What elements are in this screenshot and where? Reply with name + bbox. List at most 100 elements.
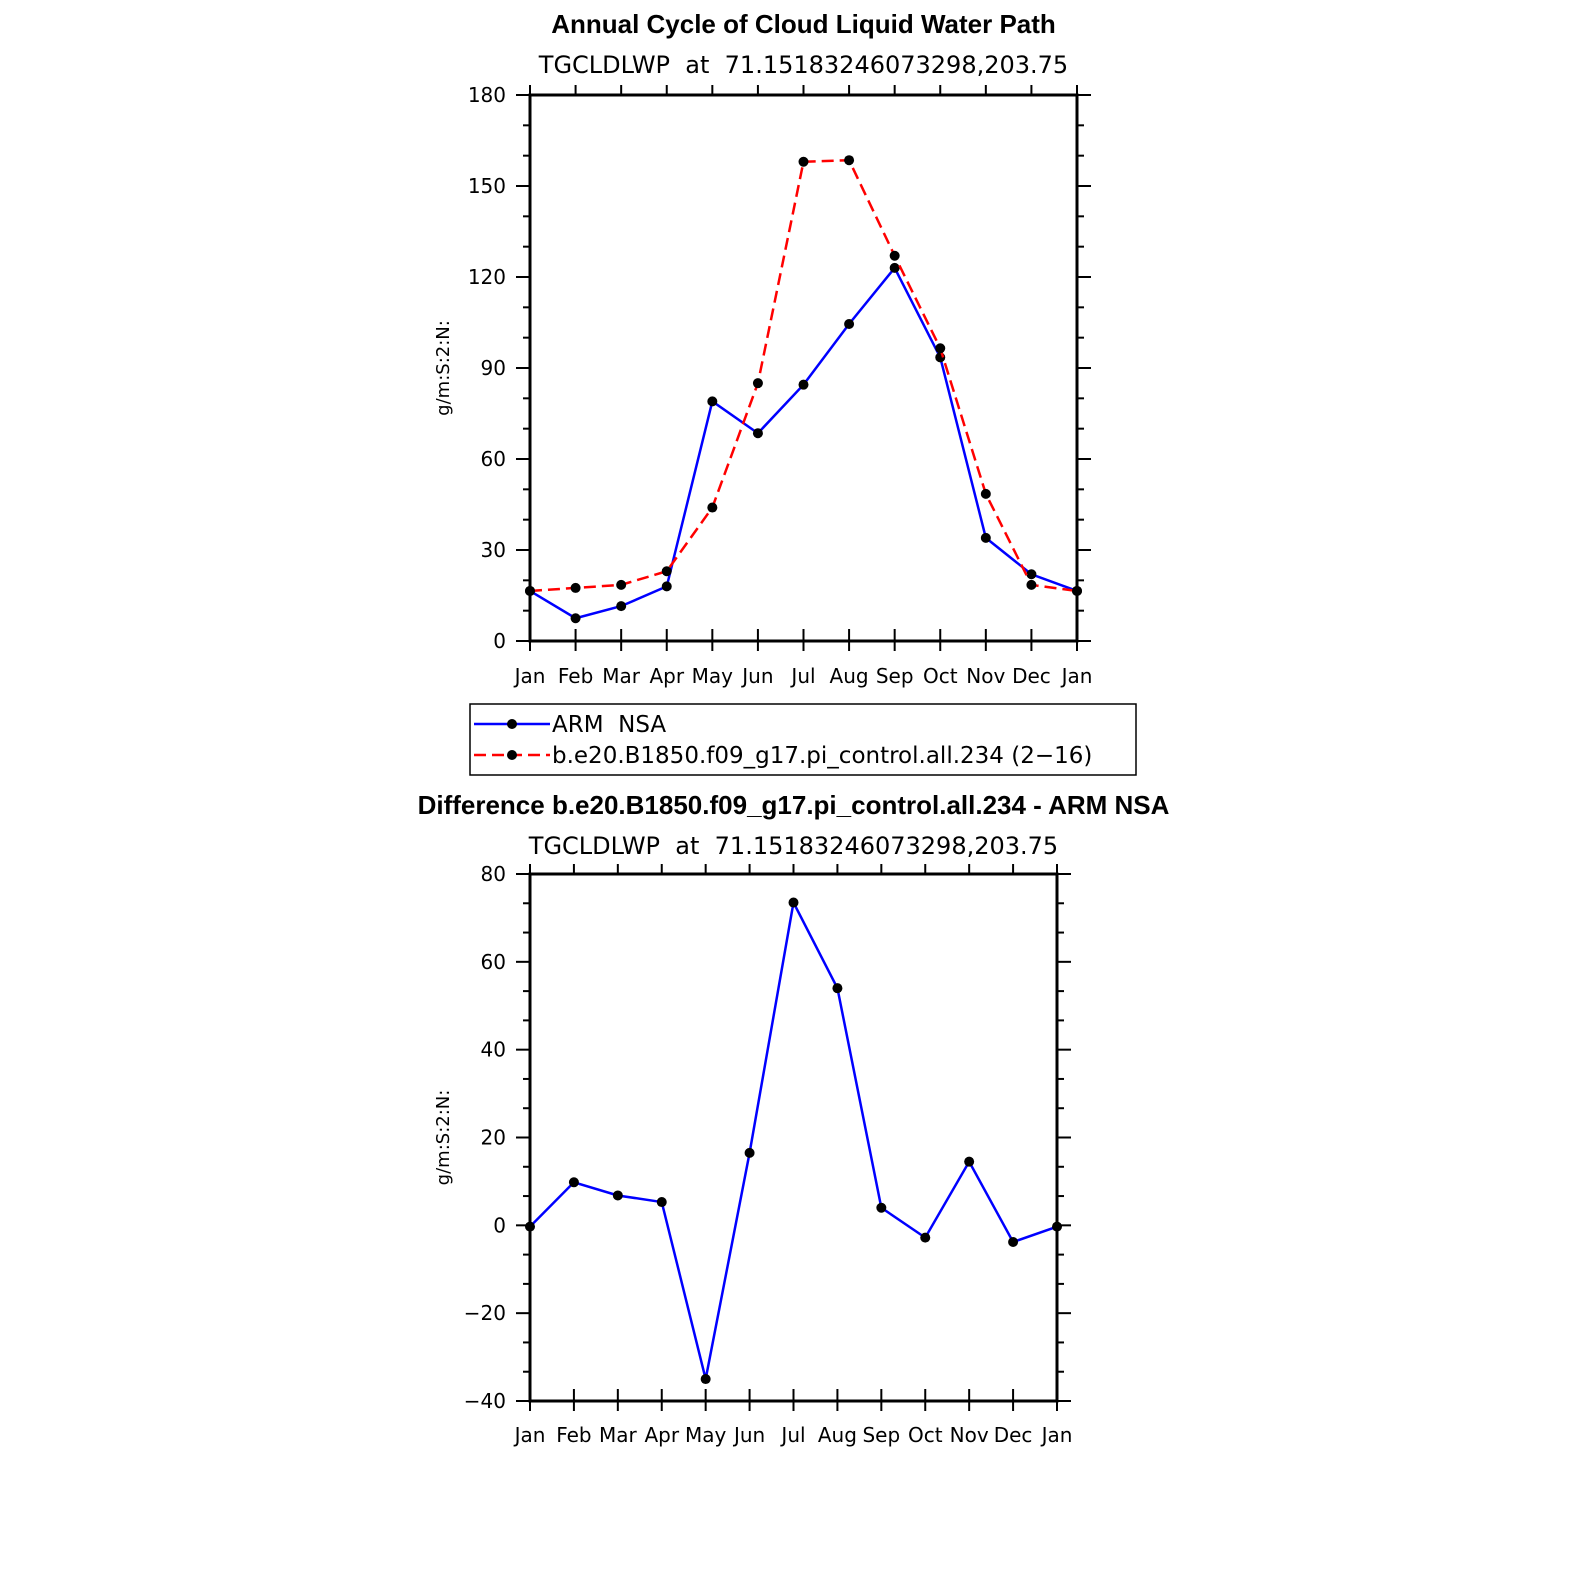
x-tick-label: Dec <box>994 1423 1033 1447</box>
x-tick-label: Sep <box>862 1423 900 1447</box>
x-tick-label: Jul <box>779 1423 805 1447</box>
data-point <box>616 601 627 612</box>
x-tick-label: Nov <box>966 664 1005 688</box>
data-point <box>832 983 843 994</box>
data-point <box>525 1221 535 1232</box>
data-point <box>1052 1221 1062 1232</box>
chart-title: Annual Cycle of Cloud Liquid Water Path <box>551 9 1056 39</box>
data-point <box>570 582 581 593</box>
legend: ARM NSA b.e20.B1850.f09_g17.pi_control.al… <box>469 703 1137 776</box>
y-tick-label: 90 <box>481 356 506 380</box>
x-tick-label: Oct <box>908 1423 943 1447</box>
y-tick-label: −40 <box>464 1389 506 1413</box>
y-axis-label: g/m:S:2:N: <box>433 320 454 416</box>
x-tick-label: Jan <box>513 1423 546 1447</box>
y-tick-label: 0 <box>493 1213 506 1237</box>
y-tick-label: 20 <box>481 1126 506 1150</box>
data-point <box>1026 579 1037 590</box>
x-tick-label: Jan <box>1040 1423 1073 1447</box>
data-point <box>844 319 855 330</box>
data-point <box>616 579 627 590</box>
x-tick-label: Mar <box>602 664 641 688</box>
legend-marker <box>507 719 517 729</box>
x-tick-label: Feb <box>556 1423 591 1447</box>
x-tick-label: Aug <box>830 664 869 688</box>
y-tick-label: 0 <box>493 629 506 653</box>
chart-2: Difference b.e20.B1850.f09_g17.pi_contro… <box>418 790 1170 1447</box>
x-tick-label: Sep <box>876 664 914 688</box>
x-tick-label: Jul <box>789 664 815 688</box>
data-point <box>707 396 718 407</box>
x-tick-label: Mar <box>599 1423 638 1447</box>
x-tick-label: Aug <box>818 1423 857 1447</box>
data-point <box>935 343 946 354</box>
chart-1: Annual Cycle of Cloud Liquid Water Path T… <box>433 9 1137 776</box>
series-line <box>529 265 1078 620</box>
x-tick-label: May <box>685 1423 727 1447</box>
x-tick-label: Jan <box>513 664 546 688</box>
data-point <box>656 1197 667 1208</box>
data-point <box>752 378 763 389</box>
x-tick-label: Feb <box>558 664 593 688</box>
series-1 <box>525 897 1062 1385</box>
y-tick-label: 180 <box>468 83 506 107</box>
y-tick-label: −20 <box>464 1301 506 1325</box>
data-point <box>788 897 799 908</box>
data-point <box>935 352 946 363</box>
data-point <box>798 156 809 167</box>
x-tick-label: Oct <box>923 664 958 688</box>
x-tick-label: Nov <box>950 1423 989 1447</box>
chart-title: Difference b.e20.B1850.f09_g17.pi_contro… <box>418 790 1170 820</box>
data-point <box>1008 1237 1019 1248</box>
x-tick-label: Jun <box>732 1423 765 1447</box>
data-point <box>570 613 581 624</box>
data-point <box>980 532 991 543</box>
data-point <box>889 250 900 261</box>
legend-box <box>469 703 1137 776</box>
data-point <box>980 488 991 499</box>
y-tick-label: 40 <box>481 1038 506 1062</box>
data-point <box>798 379 809 390</box>
x-tick-label: Jan <box>1060 664 1093 688</box>
y-tick-label: 60 <box>481 447 506 471</box>
data-point <box>1026 569 1037 580</box>
y-tick-label: 150 <box>468 174 506 198</box>
data-point <box>844 155 855 166</box>
data-point <box>964 1156 975 1167</box>
data-point <box>1072 585 1082 596</box>
y-tick-label: 80 <box>481 862 506 886</box>
data-point <box>661 566 672 577</box>
data-point <box>525 585 535 596</box>
data-point <box>876 1202 887 1213</box>
series-2 <box>525 155 1082 596</box>
x-tick-label: Apr <box>644 1423 679 1447</box>
data-point <box>889 262 900 273</box>
chart-subtitle: TGCLDLWP at 71.15183246073298,203.75 <box>538 51 1068 79</box>
series-line <box>529 158 1078 593</box>
data-point <box>920 1232 931 1243</box>
y-tick-label: 120 <box>468 265 506 289</box>
data-point <box>568 1177 579 1188</box>
series-line <box>529 898 1058 1380</box>
y-tick-label: 30 <box>481 538 506 562</box>
data-point <box>700 1374 711 1385</box>
plot-frame <box>528 872 1059 1403</box>
legend-entry: ARM NSA <box>552 712 666 738</box>
x-tick-label: Jun <box>740 664 773 688</box>
x-tick-label: Dec <box>1012 664 1051 688</box>
chart-subtitle: TGCLDLWP at 71.15183246073298,203.75 <box>528 832 1058 860</box>
legend-marker <box>507 750 517 760</box>
data-point <box>661 581 672 592</box>
y-axis-label: g/m:S:2:N: <box>433 1090 454 1186</box>
y-tick-label: 60 <box>481 950 506 974</box>
data-point <box>612 1190 623 1201</box>
x-tick-label: May <box>692 664 734 688</box>
data-point <box>744 1147 755 1158</box>
plot-frame <box>528 93 1079 643</box>
series-1 <box>525 262 1082 624</box>
x-tick-label: Apr <box>649 664 684 688</box>
legend-entry: b.e20.B1850.f09_g17.pi_control.all.234 (… <box>552 743 1092 769</box>
data-point <box>707 502 718 513</box>
data-point <box>752 428 763 439</box>
